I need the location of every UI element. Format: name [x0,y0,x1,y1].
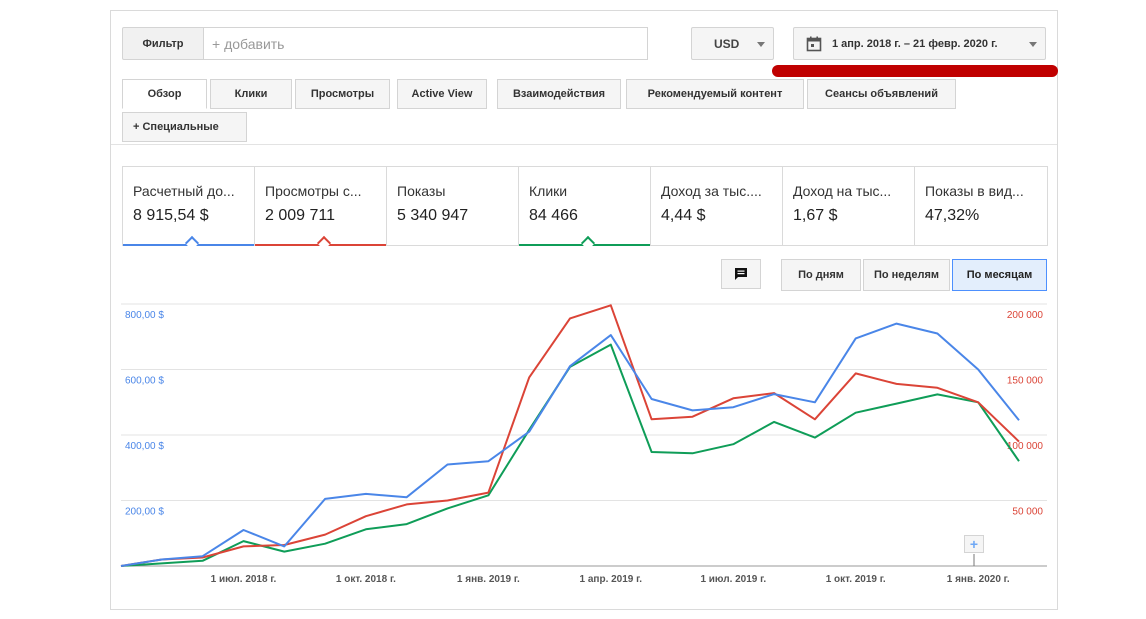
highlight-underline [772,65,1058,77]
granularity-monthly-button[interactable]: По месяцам [952,259,1047,291]
tab-active-view[interactable]: Active View [397,79,487,109]
x-tick-label: 1 окт. 2018 г. [336,574,396,585]
calendar-icon [806,36,822,52]
comment-icon [735,268,747,280]
metric-value: 1,67 $ [793,207,838,224]
metric-label: Расчетный до... [133,183,235,199]
metric-card-estimated-revenue[interactable]: Расчетный до... 8 915,54 $ [123,167,255,251]
metric-value: 84 466 [529,207,578,224]
metric-value: 4,44 $ [661,207,706,224]
metric-cards: Расчетный до... 8 915,54 $ Просмотры с..… [122,166,1048,251]
tab-ad-sessions[interactable]: Сеансы объявлений [807,79,956,109]
y-right-tick-label: 50 000 [1012,507,1043,518]
x-tick-label: 1 янв. 2020 г. [947,574,1010,585]
chevron-down-icon [1029,42,1037,47]
metric-label: Показы [397,183,446,199]
x-tick-label: 1 янв. 2019 г. [457,574,520,585]
series-line-1 [120,322,1020,567]
tab-overview[interactable]: Обзор [122,79,207,109]
x-tick-label: 1 окт. 2019 г. [826,574,886,585]
metric-card-clicks[interactable]: Клики 84 466 [519,167,651,251]
metric-label: Доход на тыс... [793,183,892,199]
date-range-value: 1 апр. 2018 г. – 21 февр. 2020 г. [832,37,998,50]
metric-value: 5 340 947 [397,207,469,224]
divider [111,144,1057,145]
granularity-daily-button[interactable]: По дням [781,259,861,291]
tab-views[interactable]: Просмотры [295,79,390,109]
filter-add-input[interactable]: + добавить [203,27,648,60]
metric-value: 47,32% [925,207,980,224]
y-left-tick-label: 400,00 $ [125,441,164,452]
tab-clicks[interactable]: Клики [210,79,292,109]
y-left-tick-label: 200,00 $ [125,507,164,518]
x-tick-label: 1 апр. 2019 г. [580,574,643,585]
annotation-button[interactable] [721,259,761,289]
metric-card-viewable-impressions[interactable]: Показы в вид... 47,32% [915,167,1047,245]
granularity-weekly-button[interactable]: По неделям [863,259,950,291]
metric-card-cpm[interactable]: Доход на тыс... 1,67 $ [783,167,915,245]
y-left-tick-label: 600,00 $ [125,376,164,387]
metric-card-rpm[interactable]: Доход за тыс.... 4,44 $ [651,167,783,245]
metric-card-views[interactable]: Просмотры с... 2 009 711 [255,167,387,251]
filter-button[interactable]: Фильтр [122,27,204,60]
analytics-panel: Фильтр + добавить USD 1 апр. 2018 г. – 2… [110,10,1058,610]
date-range-picker[interactable]: 1 апр. 2018 г. – 21 февр. 2020 г. [793,27,1046,60]
metric-label: Клики [529,183,568,199]
metric-value: 8 915,54 $ [133,207,209,224]
y-right-tick-label: 100 000 [1007,441,1044,452]
x-tick-label: 1 июл. 2019 г. [700,574,766,585]
add-annotation-button[interactable]: + [964,535,984,553]
metric-value: 2 009 711 [265,207,335,224]
tab-recommended-content[interactable]: Рекомендуемый контент [626,79,804,109]
y-right-tick-label: 150 000 [1007,376,1044,387]
metric-label: Доход за тыс.... [661,183,762,199]
tab-custom[interactable]: + Специальные [122,112,247,142]
y-left-tick-label: 800,00 $ [125,310,164,321]
series-line-2 [120,304,1020,567]
line-chart: 200,00 $ 400,00 $ 600,00 $ 800,00 $ 50 000 10… [120,303,1047,585]
currency-value: USD [714,36,740,51]
metric-card-impressions[interactable]: Показы 5 340 947 [387,167,519,245]
series-line-3 [120,343,1020,567]
currency-select[interactable]: USD [691,27,774,60]
tab-interactions[interactable]: Взаимодействия [497,79,621,109]
x-tick-label: 1 июл. 2018 г. [211,574,277,585]
y-right-tick-label: 200 000 [1007,310,1044,321]
metric-label: Показы в вид... [925,183,1024,199]
chevron-down-icon [757,42,765,47]
metric-label: Просмотры с... [265,183,362,199]
